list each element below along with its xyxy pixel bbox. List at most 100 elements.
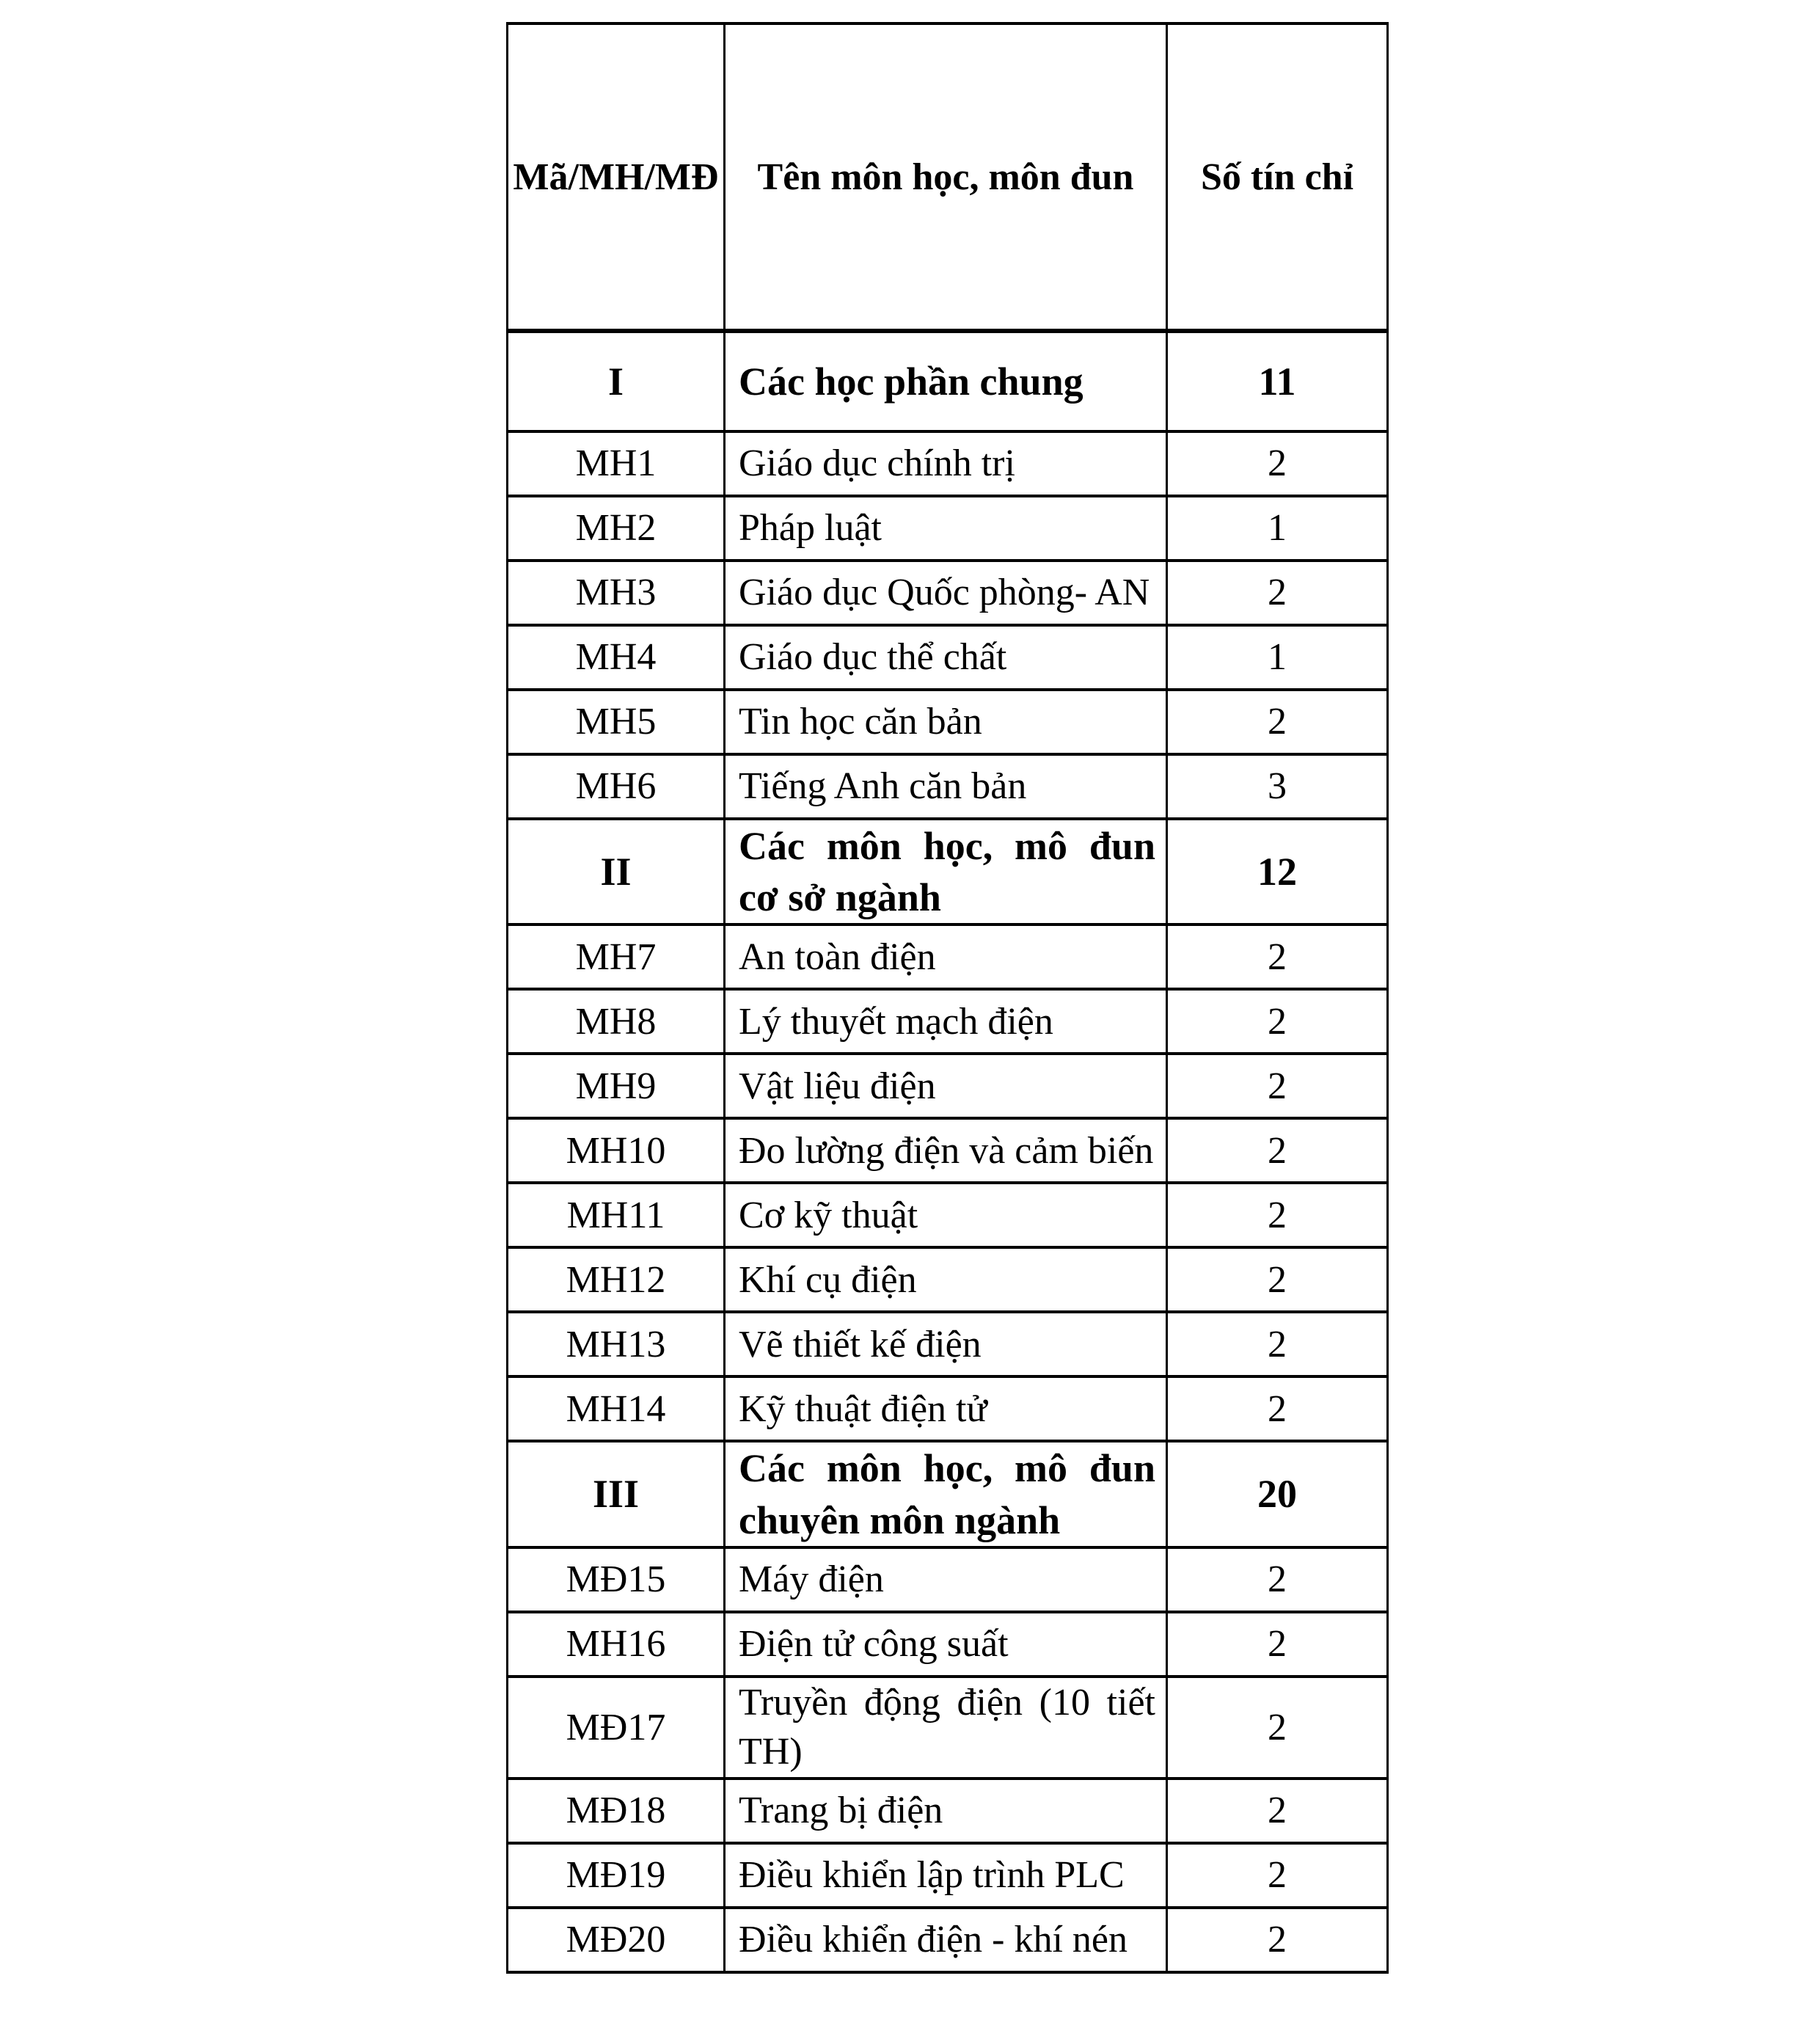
name-cell: Đo lường điện và cảm biến [723, 1117, 1168, 1185]
credits-cell: 3 [1166, 753, 1389, 820]
code-cell: MĐ17 [506, 1674, 726, 1780]
code-cell: MH4 [506, 624, 726, 691]
name-cell: Pháp luật [723, 495, 1168, 562]
credits-cell: 2 [1166, 1052, 1389, 1120]
code-cell: MĐ20 [506, 1905, 726, 1974]
credits-cell: 2 [1166, 1375, 1389, 1443]
header-row: Mã/MH/MĐ Tên môn học, môn đun Số tín chỉ [506, 22, 1389, 333]
col-header-code: Mã/MH/MĐ [506, 22, 726, 333]
code-cell: MH11 [506, 1181, 726, 1250]
code-cell: MH5 [506, 688, 726, 756]
credits-cell: 2 [1166, 559, 1389, 627]
table-row: MĐ17 Truyền động điện (10 tiết TH) 2 [506, 1674, 1389, 1780]
table-row: MĐ20 Điều khiển điện - khí nén 2 [506, 1905, 1389, 1974]
credits-cell: 2 [1166, 1181, 1389, 1250]
code-cell: MH10 [506, 1117, 726, 1185]
code-cell: MH13 [506, 1310, 726, 1379]
credits-cell: 1 [1166, 495, 1389, 562]
name-cell: Lý thuyết mạch điện [723, 988, 1168, 1056]
table-row: MH7 An toàn điện 2 [506, 923, 1389, 991]
credits-cell: 1 [1166, 624, 1389, 691]
name-cell: Trang bị điện [723, 1776, 1168, 1845]
table-row: MH16 Điện tử công suất 2 [506, 1610, 1389, 1678]
table-row: MH6 Tiếng Anh căn bản 3 [506, 753, 1389, 820]
name-cell: Điều khiển lập trình PLC [723, 1841, 1168, 1909]
table-row: MH3 Giáo dục Quốc phòng- AN 2 [506, 559, 1389, 627]
table-row: MH8 Lý thuyết mạch điện 2 [506, 988, 1389, 1056]
credits-cell: 2 [1166, 688, 1389, 756]
name-cell: Khí cụ điện [723, 1246, 1168, 1314]
code-cell: MH3 [506, 559, 726, 627]
name-cell: Giáo dục Quốc phòng- AN [723, 559, 1168, 627]
name-cell: Tin học căn bản [723, 688, 1168, 756]
name-cell: Vật liệu điện [723, 1052, 1168, 1120]
name-cell: Truyền động điện (10 tiết TH) [723, 1674, 1168, 1780]
name-cell: Các môn học, mô đun cơ sở ngành [723, 817, 1168, 927]
name-cell: Kỹ thuật điện tử [723, 1375, 1168, 1443]
credits-cell: 2 [1166, 1246, 1389, 1314]
credits-cell: 2 [1166, 1674, 1389, 1780]
code-cell: MĐ15 [506, 1545, 726, 1613]
name-line: Các môn học, mô đun [739, 1446, 1155, 1491]
table-row: II Các môn học, mô đun cơ sở ngành 12 [506, 817, 1389, 927]
code-cell: MH6 [506, 753, 726, 820]
name-cell: Tiếng Anh căn bản [723, 753, 1168, 820]
table-row: MH13 Vẽ thiết kế điện 2 [506, 1310, 1389, 1379]
table-row: MH12 Khí cụ điện 2 [506, 1246, 1389, 1314]
name-cell: Các môn học, mô đun chuyên môn ngành [723, 1440, 1168, 1549]
credits-cell: 11 [1166, 329, 1389, 433]
table-row: MH10 Đo lường điện và cảm biến 2 [506, 1117, 1389, 1185]
code-cell: III [506, 1440, 726, 1549]
name-line: Các môn học, mô đun [739, 824, 1155, 868]
table-row: MH11 Cơ kỹ thuật 2 [506, 1181, 1389, 1250]
name-cell: Giáo dục thể chất [723, 624, 1168, 691]
code-cell: MĐ19 [506, 1841, 726, 1909]
table-row: MĐ19 Điều khiển lập trình PLC 2 [506, 1841, 1389, 1909]
code-cell: II [506, 817, 726, 927]
code-cell: MĐ18 [506, 1776, 726, 1845]
credits-cell: 12 [1166, 817, 1389, 927]
credits-cell: 2 [1166, 1310, 1389, 1379]
credits-cell: 2 [1166, 430, 1389, 497]
curriculum-table: Mã/MH/MĐ Tên môn học, môn đun Số tín chỉ… [506, 22, 1389, 1974]
name-line: Truyền động điện (10 tiết [739, 1681, 1155, 1724]
credits-cell: 2 [1166, 1610, 1389, 1678]
name-cell: Cơ kỹ thuật [723, 1181, 1168, 1250]
table-row: MĐ15 Máy điện 2 [506, 1545, 1389, 1613]
name-cell: Giáo dục chính trị [723, 430, 1168, 497]
col-header-credits: Số tín chỉ [1166, 22, 1389, 333]
name-line: chuyên môn ngành [739, 1498, 1061, 1542]
code-cell: MH16 [506, 1610, 726, 1678]
code-cell: MH14 [506, 1375, 726, 1443]
name-line: cơ sở ngành [739, 875, 941, 920]
table-row: I Các học phần chung 11 [506, 329, 1389, 433]
name-cell: Điều khiển điện - khí nén [723, 1905, 1168, 1974]
credits-cell: 2 [1166, 1776, 1389, 1845]
table-row: MH1 Giáo dục chính trị 2 [506, 430, 1389, 497]
table-row: MĐ18 Trang bị điện 2 [506, 1776, 1389, 1845]
name-cell: Vẽ thiết kế điện [723, 1310, 1168, 1379]
name-line: TH) [739, 1731, 803, 1773]
table-row: III Các môn học, mô đun chuyên môn ngành 20 [506, 1440, 1389, 1549]
table-row: MH2 Pháp luật 1 [506, 495, 1389, 562]
table-row: MH9 Vật liệu điện 2 [506, 1052, 1389, 1120]
name-cell: Điện tử công suất [723, 1610, 1168, 1678]
name-cell: Máy điện [723, 1545, 1168, 1613]
table-body: I Các học phần chung 11 MH1 Giáo dục chính t… [506, 329, 1389, 1974]
code-cell: MH7 [506, 923, 726, 991]
code-cell: MH2 [506, 495, 726, 562]
credits-cell: 2 [1166, 923, 1389, 991]
table-row: MH5 Tin học căn bản 2 [506, 688, 1389, 756]
code-cell: MH8 [506, 988, 726, 1056]
table-row: MH14 Kỹ thuật điện tử 2 [506, 1375, 1389, 1443]
credits-cell: 2 [1166, 1545, 1389, 1613]
credits-cell: 20 [1166, 1440, 1389, 1549]
code-cell: I [506, 329, 726, 433]
code-cell: MH12 [506, 1246, 726, 1314]
credits-cell: 2 [1166, 1905, 1389, 1974]
name-cell: An toàn điện [723, 923, 1168, 991]
code-cell: MH9 [506, 1052, 726, 1120]
table-row: MH4 Giáo dục thể chất 1 [506, 624, 1389, 691]
credits-cell: 2 [1166, 988, 1389, 1056]
